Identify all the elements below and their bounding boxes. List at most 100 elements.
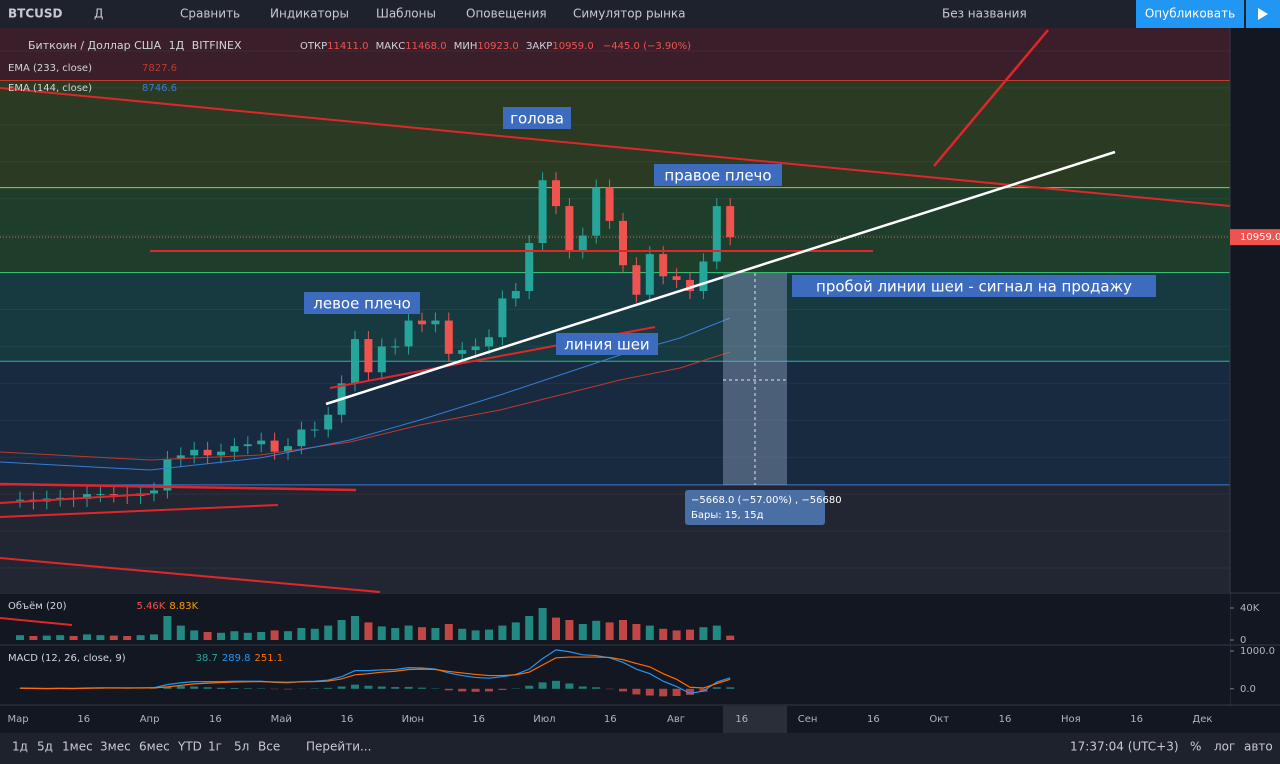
volume-bar [699, 627, 708, 640]
volume-bar [136, 635, 145, 640]
compare-button[interactable]: Сравнить [180, 7, 240, 21]
last-price-label: 10959.0 [1240, 232, 1280, 243]
x-tick-label: 16 [341, 714, 354, 725]
range-button[interactable]: 5д [37, 740, 53, 754]
volume-bar [404, 625, 413, 640]
interval-button[interactable]: Д [94, 7, 103, 21]
templates-button[interactable]: Шаблоны [376, 7, 436, 21]
candle-body [538, 180, 547, 244]
volume-value: 5.46K [137, 601, 166, 612]
candle-body [672, 276, 681, 280]
goto-button[interactable]: Перейти... [306, 740, 371, 754]
macd-hist-bar [203, 687, 212, 689]
volume-bar [565, 620, 574, 640]
publish-button[interactable]: Опубликовать [1145, 7, 1235, 21]
volume-bar [284, 631, 292, 640]
candle-body [511, 291, 520, 299]
ema-name: EMA (233, close) [8, 63, 92, 74]
macd-hist-bar [686, 688, 694, 695]
volume-bar [297, 628, 306, 640]
volume-bar [364, 622, 373, 640]
volume-bar [203, 632, 212, 640]
ohlc-value: 11468.0 [405, 41, 446, 52]
measure-text: Бары: 15, 15д [691, 510, 764, 521]
volume-bar [552, 617, 560, 640]
annotation: линия шеи [564, 336, 649, 354]
macd-hist-bar [699, 688, 708, 692]
volume-bar [243, 632, 252, 640]
ohlc-value: 11411.0 [327, 41, 368, 52]
candle-body [726, 206, 735, 238]
macd-hist-bar [672, 688, 681, 696]
volume-bar [377, 626, 386, 640]
x-tick-label: 16 [867, 714, 880, 725]
candle-body [96, 494, 105, 496]
percent-toggle[interactable]: % [1190, 740, 1201, 754]
pane-bg [0, 593, 1230, 705]
macd-hist-bar [578, 686, 587, 689]
volume-bar [418, 627, 426, 640]
trend-line [0, 617, 73, 626]
range-button[interactable]: 1мес [62, 740, 93, 754]
range-button[interactable]: 6мес [139, 740, 170, 754]
candle-body [56, 497, 65, 499]
macd-hist-bar [230, 688, 239, 689]
ohlc-value: 10959.0 [552, 41, 593, 52]
time-axis-bg [0, 706, 1280, 733]
range-button[interactable]: 5л [234, 740, 249, 754]
x-tick-label: 16 [77, 714, 90, 725]
symbol-button[interactable]: BTCUSD [8, 7, 63, 21]
auto-toggle[interactable]: авто [1244, 740, 1273, 754]
macd-hist-bar [377, 686, 386, 689]
measure-text: −5668.0 (−57.00%) , −56680 [691, 495, 842, 506]
candle-body [578, 235, 587, 251]
volume-bar [578, 624, 587, 640]
indicators-button[interactable]: Индикаторы [270, 7, 349, 21]
candle-body [203, 449, 212, 456]
candle-body [243, 444, 252, 447]
range-button[interactable]: 1д [12, 740, 28, 754]
range-button[interactable]: YTD [177, 740, 202, 754]
candle-body [699, 261, 708, 292]
x-tick-label: Июл [533, 714, 555, 725]
x-tick-label: Сен [798, 714, 818, 725]
alerts-button[interactable]: Оповещения [466, 7, 547, 21]
macd-hist-bar [444, 688, 453, 691]
layout-name[interactable]: Без названия [942, 7, 1027, 21]
candle-body [257, 440, 266, 445]
candle-body [404, 320, 413, 347]
candle-body [525, 243, 534, 292]
volume-bar [109, 635, 118, 640]
log-toggle[interactable]: лог [1214, 740, 1235, 754]
candle-body [659, 254, 668, 277]
range-button[interactable]: Все [258, 740, 280, 754]
volume-bar [471, 630, 480, 640]
publish-bg[interactable] [1136, 0, 1244, 28]
price-zone [0, 484, 1230, 592]
x-tick-label: Мар [7, 714, 28, 725]
range-button[interactable]: 3мес [100, 740, 131, 754]
candle-body [190, 449, 199, 456]
symbol-title: Биткоин / Доллар США 1Д BITFINEX [28, 39, 242, 52]
macd-hist-bar [619, 688, 627, 692]
trend-line [0, 504, 279, 518]
candle-body [619, 220, 627, 266]
candle-body [498, 298, 507, 338]
volume-bar [217, 632, 225, 640]
macd-hist-bar [632, 688, 641, 695]
candle-body [351, 339, 359, 384]
macd-hist-bar [458, 688, 467, 692]
candle-body [605, 187, 614, 221]
range-button[interactable]: 1г [208, 740, 222, 754]
trend-line [933, 29, 1049, 167]
macd-hist-bar [351, 684, 359, 689]
volume-bar [69, 636, 78, 640]
annotations: голова правое плечо левое плечо линия ше… [304, 107, 1156, 525]
ohlc-label: ЗАКР [526, 41, 552, 52]
replay-button[interactable]: Симулятор рынка [573, 7, 686, 21]
play-icon [1258, 8, 1268, 20]
candle-body [310, 429, 319, 431]
volume-title: Объём (20) [8, 601, 67, 612]
volume-bar [686, 629, 694, 640]
ema-name: EMA (144, close) [8, 83, 92, 94]
